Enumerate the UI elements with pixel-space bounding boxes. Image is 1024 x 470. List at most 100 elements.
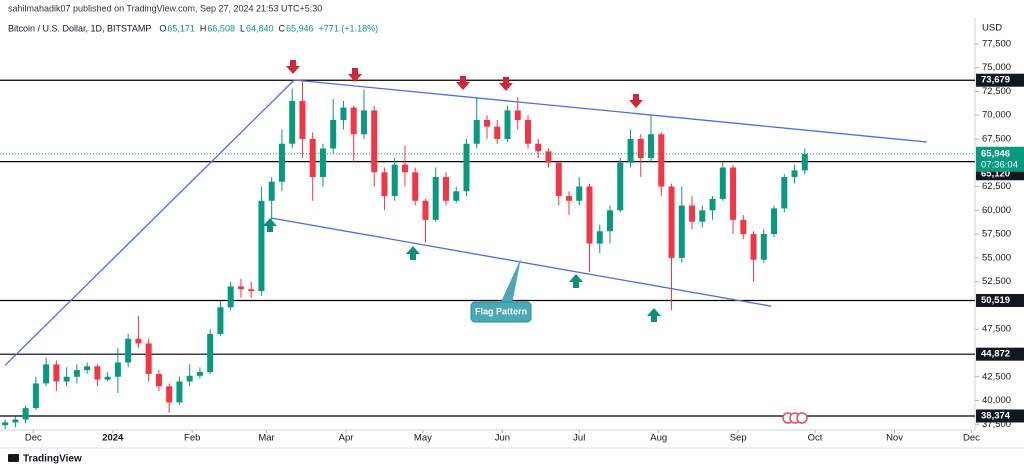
level-label: 44,872 — [981, 349, 1010, 360]
y-tick-label: 42,500 — [982, 371, 1011, 382]
candle-body — [401, 164, 408, 173]
resistance-arrow — [286, 60, 300, 74]
candle-body — [84, 366, 91, 371]
ohlc-value: 65,946 — [286, 23, 314, 33]
candle-body — [330, 119, 337, 149]
candle-body — [658, 134, 665, 187]
candle-body — [94, 366, 101, 380]
resistance-arrow — [629, 94, 643, 108]
change: +771 (+1.18%) — [319, 23, 379, 33]
x-tick-label: Apr — [339, 433, 354, 444]
level-label-box — [976, 73, 1024, 87]
y-tick-label: 57,500 — [982, 229, 1011, 240]
candle-body — [617, 162, 624, 211]
candle-body — [524, 119, 531, 144]
candle-body — [145, 343, 152, 374]
candle-body — [2, 422, 9, 426]
ohlc-key: C — [279, 23, 286, 33]
candle-body — [730, 167, 737, 220]
last-price-box — [976, 146, 1024, 172]
candle-body — [719, 167, 726, 199]
candle-body — [278, 143, 285, 182]
x-tick-label: Feb — [184, 433, 200, 444]
y-tick-label: 40,000 — [982, 395, 1011, 406]
candle-body — [63, 376, 70, 382]
y-tick-label: 70,000 — [982, 110, 1011, 121]
x-tick-label: Jun — [495, 433, 510, 444]
candle-body — [545, 151, 552, 163]
x-tick-label: Oct — [808, 433, 823, 444]
publish-info: sahilmahadik07 published on TradingView.… — [8, 3, 322, 13]
candle-body — [781, 177, 788, 209]
candle-body — [350, 107, 357, 135]
candle-body — [422, 200, 429, 220]
candle-body — [412, 172, 419, 201]
candle-body — [22, 408, 29, 420]
candle-body — [299, 100, 306, 139]
candle-body — [627, 138, 634, 163]
candle-body — [453, 191, 460, 201]
symbol: Bitcoin / U.S. Dollar, 1D, BITSTAMP — [8, 23, 151, 33]
candle-body — [483, 119, 490, 127]
candle-body — [381, 172, 388, 197]
ohlc-key: H — [200, 23, 207, 33]
candle-body — [258, 200, 265, 292]
callout-pointer — [500, 258, 521, 304]
y-tick-label: 75,000 — [982, 62, 1011, 73]
candle-body — [801, 153, 808, 171]
y-tick-label: 77,500 — [982, 38, 1011, 49]
y-tick-label: 55,000 — [982, 252, 1011, 263]
event-icon — [796, 412, 808, 424]
y-tick-label: 67,500 — [982, 133, 1011, 144]
ohlc-value: 65,171 — [167, 23, 195, 33]
x-tick-label: Aug — [650, 433, 667, 444]
candle-body — [432, 177, 439, 220]
candle-body — [637, 138, 644, 158]
candle-body — [268, 181, 275, 201]
candle-body — [494, 126, 501, 139]
callout-box — [470, 301, 532, 323]
candle-body — [237, 286, 244, 290]
y-tick-label: 62,500 — [982, 181, 1011, 192]
candle-body — [463, 143, 470, 192]
currency: USD — [982, 23, 1002, 34]
trendline — [271, 217, 772, 307]
candle-body — [73, 370, 80, 377]
trendline — [294, 79, 927, 143]
brand-logo: TradingView — [8, 454, 82, 465]
ohlc-value: 64,840 — [246, 23, 274, 33]
resistance-arrow — [456, 76, 470, 90]
candle-body — [319, 148, 326, 178]
level-label: 65,120 — [981, 168, 1010, 179]
candle-body — [709, 198, 716, 211]
candle-body — [699, 210, 706, 222]
candle-body — [135, 338, 142, 344]
last-price-label: 65,946 — [981, 148, 1010, 159]
candle-body — [514, 110, 521, 120]
candle-body — [791, 170, 798, 178]
candle-body — [371, 110, 378, 173]
candle-body — [648, 134, 655, 158]
level-label-box — [976, 347, 1024, 361]
candle-body — [678, 205, 685, 258]
candle-body — [114, 362, 121, 377]
candle-body — [155, 373, 162, 387]
resistance-arrow — [499, 77, 513, 91]
level-label: 73,679 — [981, 75, 1010, 86]
support-arrow — [647, 308, 661, 322]
support-arrow — [569, 274, 583, 288]
candle-body — [104, 376, 111, 380]
x-tick-label: Mar — [258, 433, 274, 444]
support-arrow — [263, 218, 277, 232]
x-tick-label: Sep — [730, 433, 747, 444]
candle-body — [689, 205, 696, 222]
level-label: 38,374 — [981, 410, 1011, 421]
candle-body — [217, 307, 224, 334]
candle-body — [771, 208, 778, 235]
x-tick-label: Dec — [963, 433, 980, 444]
level-label: 50,519 — [981, 295, 1010, 306]
candle-body — [535, 143, 542, 152]
ohlc-key: L — [240, 23, 245, 33]
